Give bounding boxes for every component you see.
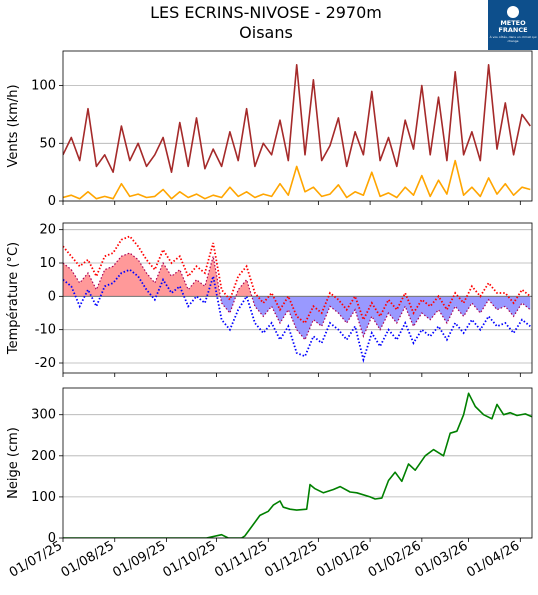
y-tick-label-temperature: 20 (39, 223, 56, 238)
temp-negative-area (220, 296, 531, 340)
x-tick-label: 01/08/25 (59, 538, 117, 580)
x-tick-label: 01/01/26 (314, 538, 372, 580)
y-axis-label-wind: Vents (km/h) (6, 84, 21, 167)
logo-line2: FRANCE (498, 26, 528, 34)
y-tick-label-wind: 0 (48, 194, 56, 209)
axes-frame-snow (62, 387, 533, 539)
meteo-france-logo-icon (507, 6, 519, 18)
y-tick-label-temperature: 10 (39, 256, 56, 271)
y-tick-label-wind: 100 (31, 79, 56, 94)
logo-line1: METEO (500, 19, 526, 27)
x-tick-label: 01/04/26 (464, 538, 522, 580)
series-line-snow-depth (63, 392, 532, 538)
panel-wind: 0 50 100 Vents (km/h) (6, 50, 533, 209)
series-line-min-temp (63, 268, 531, 364)
y-axis-label-snow: Neige (cm) (6, 427, 21, 499)
x-tick-label: 01/11/25 (212, 538, 270, 580)
axes-frame-wind (62, 50, 533, 202)
x-tick-label: 01/02/26 (366, 538, 424, 580)
y-tick-label-snow: 200 (31, 449, 56, 464)
plot-area-snow (63, 392, 532, 538)
y-tick-label-snow: 300 (31, 408, 56, 423)
x-tick-label: 01/12/25 (262, 538, 320, 580)
y-tick-label-temperature: 0 (48, 289, 56, 304)
x-tick-label: 01/03/26 (413, 538, 471, 580)
y-tick-label-snow: 100 (31, 490, 56, 505)
x-tick-label: 01/09/25 (110, 538, 168, 580)
y-tick-label-wind: 50 (39, 136, 56, 151)
y-tick-label-snow: 0 (48, 531, 56, 546)
logo-tagline: À vos côtés, dans un climat qui change (489, 35, 537, 43)
temp-positive-area (63, 253, 531, 297)
panel-snow: 0 100 200 300 Neige (cm) (6, 387, 533, 546)
series-line-mean-temp (63, 252, 531, 341)
chart-title: LES ECRINS-NIVOSE - 2970m (150, 3, 382, 22)
y-axis-label-temperature: Température (°C) (6, 242, 21, 355)
axes-frame-temperature (62, 222, 533, 374)
x-tick-label: 01/10/25 (160, 538, 218, 580)
plot-area-wind (63, 64, 531, 200)
chart-subtitle: Oisans (239, 23, 293, 42)
series-line-max-wind (63, 64, 531, 173)
panel-temperature: -20 -10 0 10 20 Température (°C) (6, 222, 533, 377)
x-tick-label: 01/07/25 (7, 538, 65, 580)
y-tick-label-temperature: -20 (35, 356, 56, 371)
meteo-france-logo: METEO FRANCE À vos côtés, dans un climat… (488, 0, 538, 50)
plot-area-temperature (63, 235, 532, 364)
series-line-mean-wind (63, 159, 531, 200)
y-tick-label-temperature: -10 (35, 323, 56, 338)
